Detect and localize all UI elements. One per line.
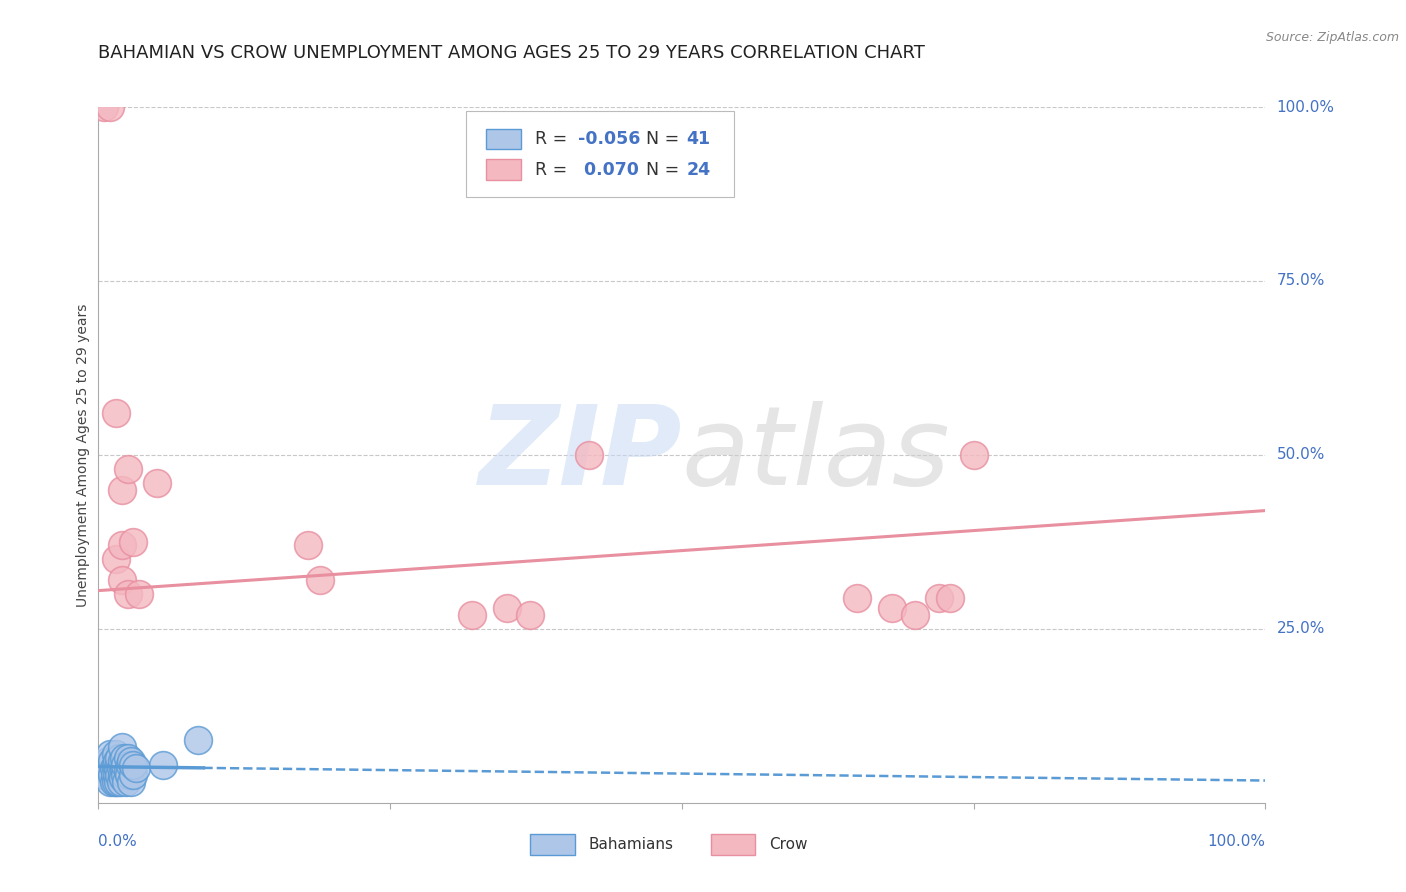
- Point: [120, 775, 142, 789]
- Text: N =: N =: [645, 161, 685, 178]
- Point: [112, 761, 135, 775]
- Point: [187, 733, 209, 747]
- FancyBboxPatch shape: [486, 159, 520, 180]
- Point: [101, 754, 124, 768]
- Text: 0.070: 0.070: [578, 161, 638, 178]
- Point: [112, 750, 135, 764]
- Point: [104, 406, 127, 420]
- Point: [115, 775, 138, 789]
- Point: [117, 764, 139, 779]
- Point: [104, 552, 127, 566]
- Point: [125, 761, 148, 775]
- Text: BAHAMIAN VS CROW UNEMPLOYMENT AMONG AGES 25 TO 29 YEARS CORRELATION CHART: BAHAMIAN VS CROW UNEMPLOYMENT AMONG AGES…: [98, 45, 925, 62]
- Point: [120, 754, 142, 768]
- Point: [110, 761, 132, 775]
- Point: [97, 754, 120, 768]
- Point: [496, 601, 519, 615]
- FancyBboxPatch shape: [711, 834, 755, 855]
- Text: atlas: atlas: [682, 401, 950, 508]
- Point: [93, 100, 115, 114]
- Text: 75.0%: 75.0%: [1277, 274, 1324, 288]
- Point: [107, 775, 129, 789]
- Point: [461, 607, 484, 622]
- Text: ZIP: ZIP: [478, 401, 682, 508]
- Point: [103, 761, 125, 775]
- Text: 50.0%: 50.0%: [1277, 448, 1324, 462]
- Point: [103, 775, 125, 789]
- Point: [114, 768, 136, 782]
- Text: R =: R =: [534, 130, 572, 148]
- Point: [122, 757, 145, 772]
- Point: [104, 757, 127, 772]
- Text: R =: R =: [534, 161, 572, 178]
- Y-axis label: Unemployment Among Ages 25 to 29 years: Unemployment Among Ages 25 to 29 years: [76, 303, 90, 607]
- Point: [117, 462, 139, 476]
- Text: N =: N =: [645, 130, 685, 148]
- Point: [111, 483, 134, 497]
- Point: [107, 761, 129, 775]
- Point: [146, 475, 169, 490]
- Point: [111, 772, 134, 786]
- Point: [98, 747, 121, 761]
- Point: [105, 768, 128, 782]
- Point: [904, 607, 927, 622]
- Point: [122, 534, 145, 549]
- Point: [118, 768, 141, 782]
- Point: [114, 757, 136, 772]
- FancyBboxPatch shape: [530, 834, 575, 855]
- Point: [928, 591, 950, 605]
- Point: [93, 768, 115, 782]
- Text: 100.0%: 100.0%: [1277, 100, 1334, 114]
- Text: 24: 24: [686, 161, 710, 178]
- Text: Bahamians: Bahamians: [589, 837, 673, 852]
- Point: [111, 754, 134, 768]
- Point: [98, 100, 121, 114]
- Point: [962, 448, 984, 462]
- Point: [101, 768, 124, 782]
- Point: [111, 740, 134, 755]
- Text: Source: ZipAtlas.com: Source: ZipAtlas.com: [1265, 31, 1399, 45]
- Point: [111, 538, 134, 552]
- Point: [108, 768, 131, 782]
- FancyBboxPatch shape: [486, 128, 520, 150]
- Text: -0.056: -0.056: [578, 130, 640, 148]
- Point: [104, 775, 127, 789]
- Point: [122, 768, 145, 782]
- Point: [117, 750, 139, 764]
- Point: [297, 538, 319, 552]
- Text: 100.0%: 100.0%: [1208, 834, 1265, 849]
- FancyBboxPatch shape: [465, 111, 734, 197]
- Point: [939, 591, 962, 605]
- Point: [846, 591, 869, 605]
- Point: [108, 750, 131, 764]
- Point: [118, 757, 141, 772]
- Text: 0.0%: 0.0%: [98, 834, 138, 849]
- Point: [128, 587, 150, 601]
- Text: Crow: Crow: [769, 837, 808, 852]
- Text: 41: 41: [686, 130, 710, 148]
- Point: [309, 573, 332, 587]
- Point: [105, 754, 128, 768]
- Point: [104, 768, 127, 782]
- Point: [110, 775, 132, 789]
- Point: [880, 601, 903, 615]
- Point: [98, 775, 121, 789]
- Point: [152, 757, 174, 772]
- Point: [98, 761, 121, 775]
- Point: [111, 768, 134, 782]
- Point: [104, 747, 127, 761]
- Point: [519, 607, 541, 622]
- Point: [117, 587, 139, 601]
- Point: [578, 448, 600, 462]
- Text: 25.0%: 25.0%: [1277, 622, 1324, 636]
- Point: [111, 573, 134, 587]
